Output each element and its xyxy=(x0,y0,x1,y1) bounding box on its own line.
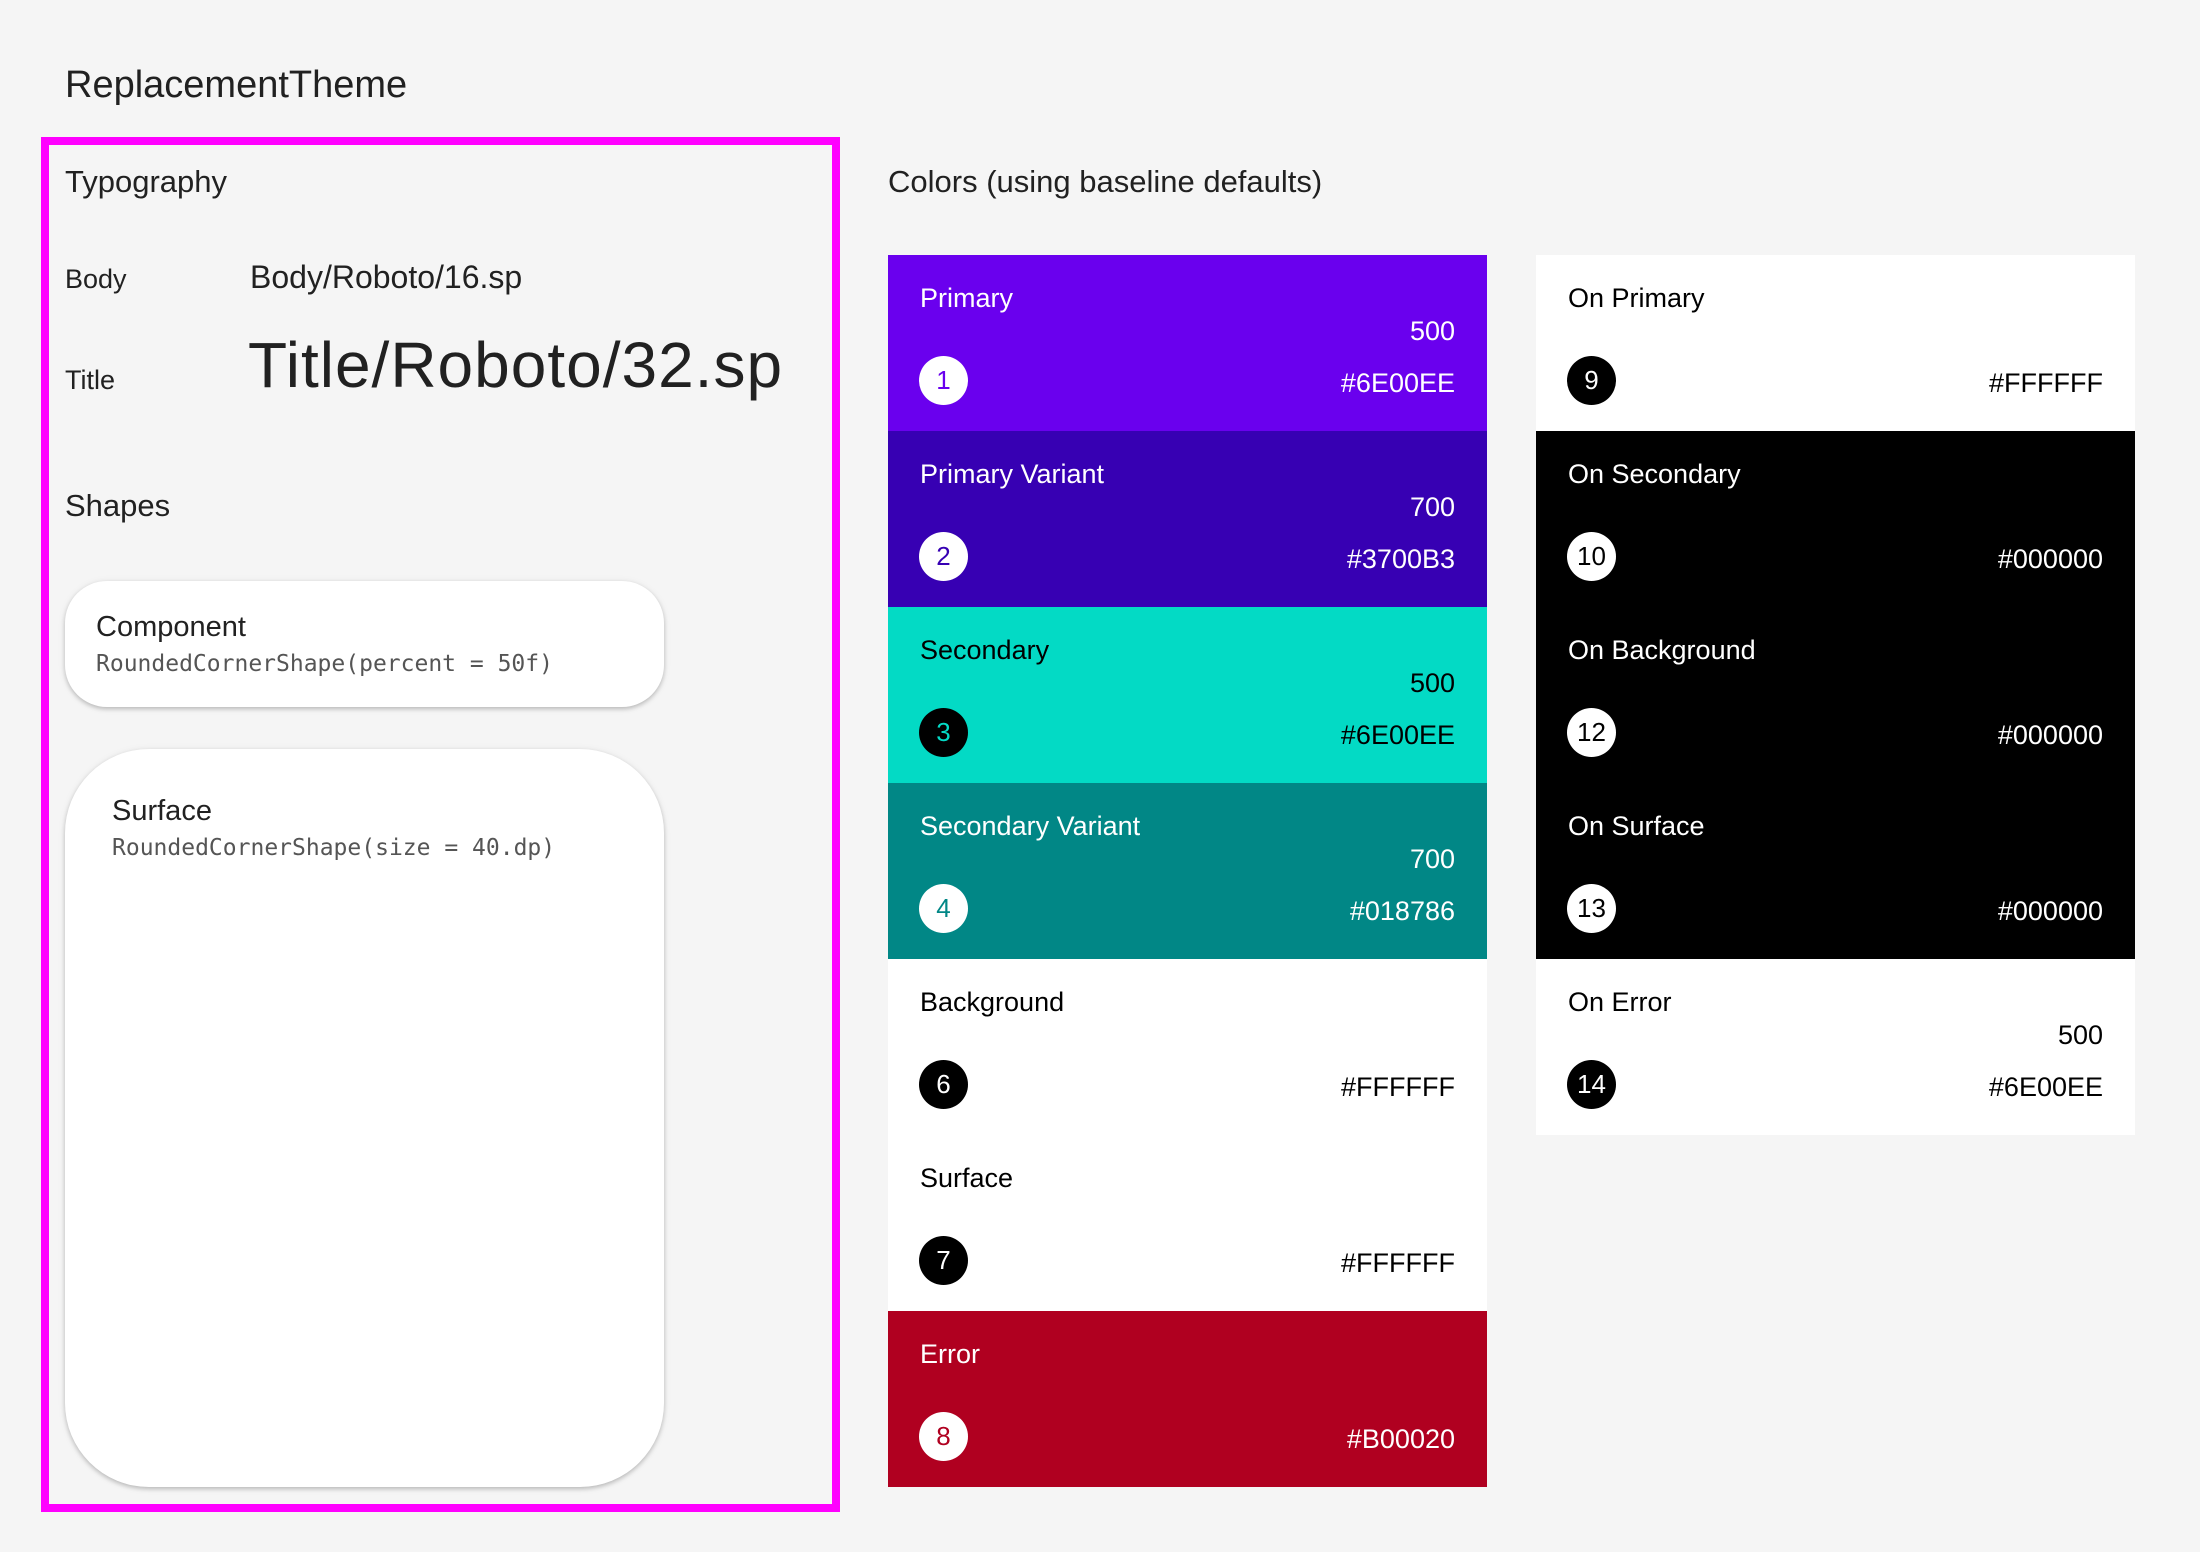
component-name: Component xyxy=(96,611,246,643)
swatch-index-badge: 1 xyxy=(919,356,968,405)
swatch-name: Secondary Variant xyxy=(920,811,1141,841)
swatch-hex: #B00020 xyxy=(1346,1424,1455,1454)
swatch-index-badge: 12 xyxy=(1567,708,1616,757)
color-column-primary: Primary 500 #6E00EE 1 Primary Variant 700 #370… xyxy=(888,255,1487,1487)
swatch-hex: #000000 xyxy=(1997,720,2103,750)
swatch-index-badge: 3 xyxy=(919,708,968,757)
swatch-index-badge: 2 xyxy=(919,532,968,581)
body-label: Body xyxy=(65,264,127,294)
swatch-name: On Secondary xyxy=(1568,459,1741,489)
swatch-index-badge: 7 xyxy=(919,1236,968,1285)
swatch-name: Background xyxy=(920,987,1065,1017)
swatch-hex: #3700B3 xyxy=(1346,544,1455,574)
swatch-hex: #6E00EE xyxy=(1340,720,1455,750)
swatch-hex: #018786 xyxy=(1349,896,1455,926)
surface-name: Surface xyxy=(112,795,212,827)
swatch-primary-variant: Primary Variant 700 #3700B3 2 xyxy=(888,431,1487,607)
surface-code: RoundedCornerShape(size = 40.dp) xyxy=(112,835,556,861)
swatch-hex: #000000 xyxy=(1997,896,2103,926)
swatch-hex: #FFFFFF xyxy=(1341,1248,1455,1278)
highlight-frame xyxy=(41,137,840,1512)
swatch-weight: 500 xyxy=(2057,1020,2103,1050)
swatch-name: On Surface xyxy=(1568,811,1705,841)
swatch-on-surface: On Surface #000000 13 xyxy=(1536,783,2135,959)
swatch-index-badge: 9 xyxy=(1567,356,1616,405)
surface-shape-card: Surface RoundedCornerShape(size = 40.dp) xyxy=(65,749,664,1487)
swatch-background: Background #FFFFFF 6 xyxy=(888,959,1487,1135)
swatch-primary: Primary 500 #6E00EE 1 xyxy=(888,255,1487,431)
app-title: ReplacementTheme xyxy=(65,64,408,106)
component-shape-card: Component RoundedCornerShape(percent = 5… xyxy=(65,581,664,707)
swatch-name: On Primary xyxy=(1568,283,1705,313)
swatch-index-badge: 13 xyxy=(1567,884,1616,933)
swatch-hex: #FFFFFF xyxy=(1989,368,2103,398)
shapes-heading: Shapes xyxy=(65,488,171,523)
color-column-on: On Primary #FFFFFF 9 On Secondary #000000 10 O… xyxy=(1536,255,2135,1135)
swatch-index-badge: 6 xyxy=(919,1060,968,1109)
swatch-on-error: On Error 500 #6E00EE 14 xyxy=(1536,959,2135,1135)
swatch-hex: #FFFFFF xyxy=(1341,1072,1455,1102)
swatch-hex: #6E00EE xyxy=(1988,1072,2103,1102)
swatch-name: Surface xyxy=(920,1163,1014,1193)
title-label: Title xyxy=(65,365,116,395)
swatch-name: On Error xyxy=(1568,987,1672,1017)
swatch-secondary: Secondary 500 #6E00EE 3 xyxy=(888,607,1487,783)
swatch-on-primary: On Primary #FFFFFF 9 xyxy=(1536,255,2135,431)
swatch-surface: Surface #FFFFFF 7 xyxy=(888,1135,1487,1311)
swatch-weight: 500 xyxy=(1409,668,1455,698)
swatch-hex: #6E00EE xyxy=(1340,368,1455,398)
swatch-hex: #000000 xyxy=(1997,544,2103,574)
component-code: RoundedCornerShape(percent = 50f) xyxy=(96,651,553,677)
body-sample: Body/Roboto/16.sp xyxy=(250,259,523,295)
swatch-name: Secondary xyxy=(920,635,1050,665)
colors-heading: Colors (using baseline defaults) xyxy=(888,164,1323,199)
swatch-index-badge: 8 xyxy=(919,1412,968,1461)
swatch-weight: 500 xyxy=(1409,316,1455,346)
swatch-index-badge: 4 xyxy=(919,884,968,933)
swatch-name: Primary xyxy=(920,283,1013,313)
swatch-index-badge: 10 xyxy=(1567,532,1616,581)
swatch-name: Primary Variant xyxy=(920,459,1105,489)
swatch-error: Error #B00020 8 xyxy=(888,1311,1487,1487)
swatch-name: On Background xyxy=(1568,635,1756,665)
swatch-secondary-variant: Secondary Variant 700 #018786 4 xyxy=(888,783,1487,959)
swatch-name: Error xyxy=(920,1339,980,1369)
swatch-on-background: On Background #000000 12 xyxy=(1536,607,2135,783)
swatch-on-secondary: On Secondary #000000 10 xyxy=(1536,431,2135,607)
swatch-weight: 700 xyxy=(1409,492,1455,522)
swatch-index-badge: 14 xyxy=(1567,1060,1616,1109)
swatch-weight: 700 xyxy=(1409,844,1455,874)
typography-heading: Typography xyxy=(65,164,227,199)
title-sample: Title/Roboto/32.sp xyxy=(248,329,784,401)
